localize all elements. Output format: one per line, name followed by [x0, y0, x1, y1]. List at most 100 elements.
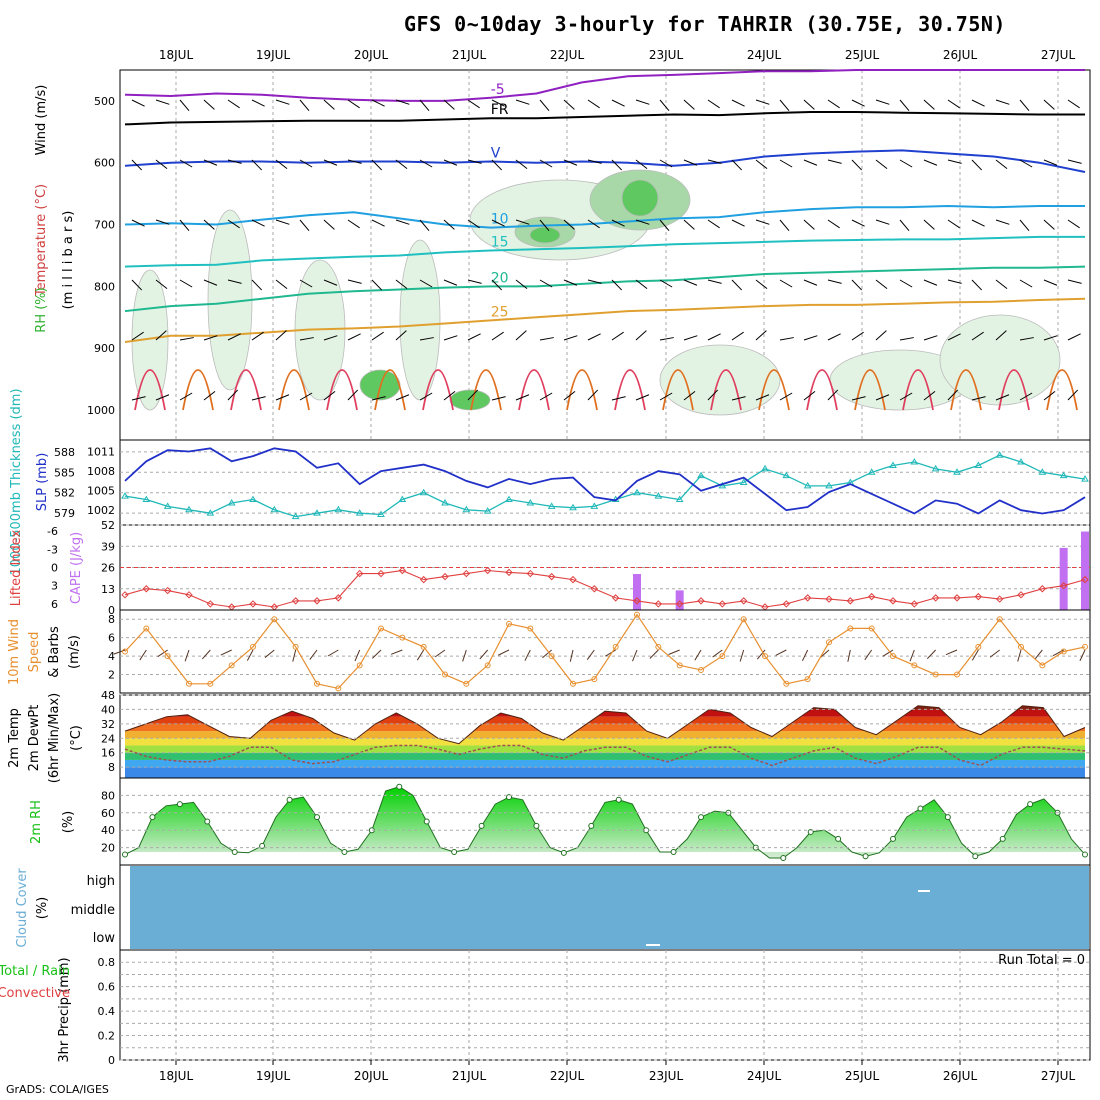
- lifted-index-marker: [889, 597, 897, 605]
- wind-barb: [707, 389, 719, 401]
- chart-title: GFS 0~10day 3-hourly for TAHRIR (30.75E,…: [404, 12, 1006, 36]
- lifted-index-marker: [1081, 575, 1089, 584]
- wind10m-barb: [354, 649, 361, 662]
- thickness-axis-label: 1000-500mb Thickness (dm): [9, 388, 24, 575]
- wind-barb: [275, 330, 287, 341]
- wind-barb: [251, 279, 263, 291]
- wind-barb: [731, 331, 744, 341]
- date-label-bottom: 19JUL: [256, 1069, 291, 1083]
- thickness-marker: [1059, 471, 1068, 479]
- lifted-index-marker: [526, 569, 535, 578]
- wind10m-barb: [909, 649, 915, 662]
- thickness-marker: [739, 478, 748, 485]
- date-label-top: 26JUL: [943, 48, 978, 62]
- wind10m-marker: [698, 666, 704, 673]
- wind-barb: [707, 219, 720, 229]
- isotherm-line: [124, 111, 1085, 126]
- lifted-index-marker: [739, 597, 748, 605]
- thickness-marker: [953, 468, 961, 475]
- lifted-index-marker: [142, 585, 151, 593]
- rh2m-marker: [1082, 851, 1088, 858]
- wind10m-barb: [157, 649, 168, 658]
- wind-barb: [611, 331, 624, 341]
- wind10m-marker: [335, 685, 342, 692]
- wind-barb: [635, 99, 650, 105]
- rh-axis-label: RH (%): [34, 287, 49, 332]
- temperature-axis-label: Temperature (°C): [34, 184, 49, 297]
- rh2m-marker: [451, 848, 458, 855]
- wind10m-marker: [228, 662, 235, 669]
- wind-barb: [275, 159, 288, 170]
- wind10m-barb: [479, 649, 489, 660]
- rh2m-axis-label: 2m RH: [29, 800, 44, 844]
- temp2m-axis-label-2: (6hr Min/Max): [47, 693, 62, 783]
- date-label-bottom: 21JUL: [452, 1069, 487, 1083]
- wind-barb: [155, 99, 170, 105]
- thickness-marker: [1038, 468, 1047, 475]
- pressure-axis-label: (m i l l i b a r s): [61, 211, 76, 310]
- wind-barb: [275, 99, 290, 105]
- warm-contour: [278, 369, 310, 411]
- wind10m-barb: [309, 649, 318, 660]
- wind-barb: [851, 159, 863, 171]
- precip-run-total: Run Total = 0: [998, 953, 1085, 968]
- wind10m-barb: [524, 649, 531, 661]
- y-axis-labels: Wind (m/s) Temperature (°C)RH (%) (m i l l…: [0, 85, 84, 1063]
- wind10m-barb: [292, 649, 297, 662]
- wind10m-barb: [139, 649, 147, 661]
- precip-tick: 0.6: [98, 981, 116, 994]
- thickness-marker: [206, 509, 215, 516]
- wind-barb: [1067, 279, 1082, 284]
- rh2m-marker: [396, 783, 403, 790]
- wind-barb: [971, 331, 984, 341]
- wind10m-line: [124, 613, 1086, 690]
- wind10m-marker: [250, 643, 256, 650]
- wind-barb: [1043, 390, 1056, 401]
- wind-barb: [539, 337, 554, 341]
- lifted-index-axis-label: Lifted Index: [9, 529, 24, 606]
- rh-contour-area: [939, 314, 1061, 406]
- wind-barb: [1067, 159, 1082, 164]
- date-label-bottom: 18JUL: [159, 1069, 194, 1083]
- wind10m-marker: [783, 680, 790, 687]
- wind10m-marker: [356, 662, 363, 669]
- lifted-index-marker: [1038, 585, 1047, 593]
- wind-barb: [347, 279, 362, 284]
- wind10m-marker: [762, 653, 768, 660]
- wind-barb: [347, 389, 359, 401]
- date-label-top: 21JUL: [452, 48, 487, 62]
- wind-barb: [179, 279, 193, 288]
- wind10m-barb: [390, 649, 403, 655]
- wind-barb: [947, 99, 960, 109]
- pressure-tick: 600: [94, 157, 115, 170]
- wind-barb: [539, 219, 550, 232]
- wind10m-barb: [1079, 649, 1086, 662]
- slp-line: [124, 447, 1086, 515]
- precip-tick: 0.4: [98, 1005, 116, 1018]
- warm-contour: [854, 369, 886, 411]
- wind-barb: [179, 99, 190, 112]
- wind-barb: [323, 390, 336, 401]
- wind-barb: [851, 396, 866, 401]
- wind-barb: [875, 159, 888, 170]
- wind-barb: [779, 337, 794, 341]
- wind-barb: [587, 99, 600, 109]
- lifted-index-marker: [398, 566, 407, 575]
- wind-barb: [971, 396, 986, 401]
- lifted-index-marker: [249, 600, 257, 608]
- wind-barb: [467, 99, 480, 109]
- lifted-index-marker: [953, 594, 961, 602]
- wind-barb: [299, 219, 310, 232]
- wind-barb: [947, 279, 962, 284]
- wind10m-axis-label-3: (m/s): [67, 635, 82, 669]
- wind-barb: [251, 396, 266, 401]
- wind10m-marker: [996, 616, 1003, 623]
- wind10m-marker: [271, 616, 278, 623]
- temp-band: [125, 752, 1085, 760]
- lifted-index-marker: [974, 592, 983, 601]
- thickness-marker: [526, 498, 535, 506]
- rh2m-marker: [944, 814, 951, 821]
- wind10m-marker: [527, 625, 534, 632]
- wind-barb: [1019, 99, 1030, 112]
- thickness-marker: [227, 498, 236, 506]
